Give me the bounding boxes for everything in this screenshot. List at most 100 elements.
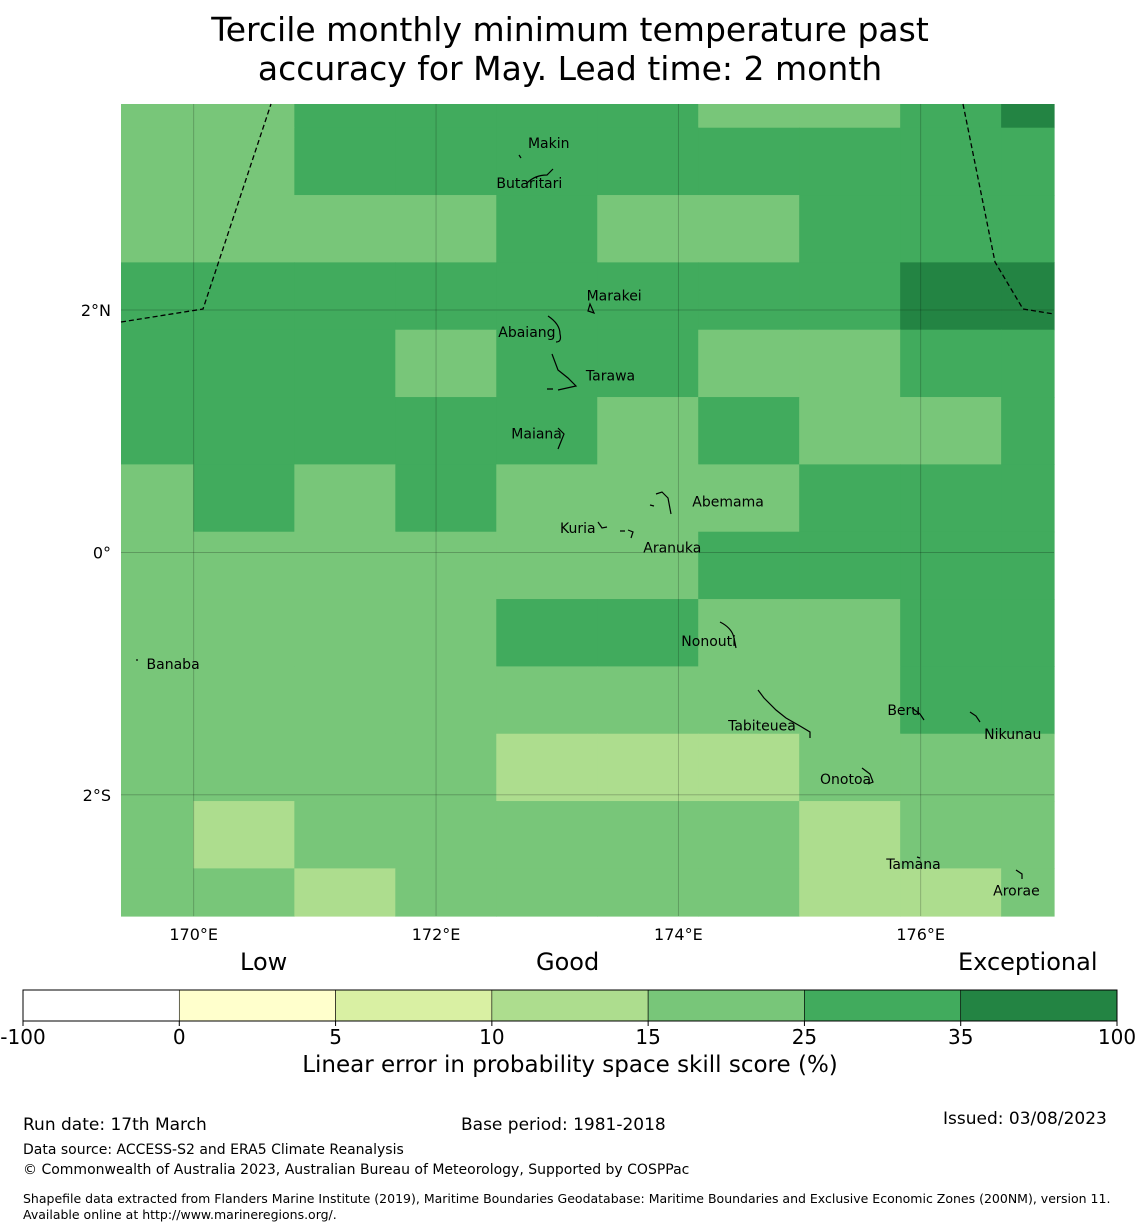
grid-cell (900, 262, 1002, 331)
grid-cell (900, 531, 1002, 600)
colorbar-tick-label: 10 (479, 1025, 504, 1049)
grid-cell (799, 531, 901, 600)
grid-cell (395, 127, 497, 196)
shapefile-credit: Shapefile data extracted from Flanders M… (23, 1191, 1111, 1222)
grid-cell (900, 801, 1002, 869)
island-labels: Makin Butaritari Marakei Abaiang Tarawa Maian… (147, 136, 1042, 900)
chart-title: Tercile monthly minimum temperature past… (0, 10, 1140, 88)
grid-cell (1001, 868, 1055, 917)
island-label-banaba: Banaba (147, 657, 200, 673)
grid-cell (294, 666, 396, 735)
grid-cell (395, 733, 497, 802)
island-label-abaiang: Abaiang (498, 325, 555, 341)
colorbar-swatch (178, 989, 336, 1022)
colorbar-swatch (22, 989, 180, 1022)
grid-cell (294, 127, 396, 196)
grid-cell (193, 599, 295, 667)
grid-cell (496, 104, 598, 129)
colorbar-tick-label: 0 (173, 1025, 186, 1049)
island-label-aranuka: Aranuka (643, 541, 701, 557)
island-shape-aranuka (620, 529, 634, 539)
grid-cell (597, 397, 699, 465)
colorbar-tick-label: 100 (1098, 1025, 1136, 1049)
grid-cell (799, 262, 901, 331)
grid-cell (395, 666, 497, 735)
grid-cell (698, 666, 800, 735)
grid-cell (597, 127, 699, 196)
grid-cell (496, 868, 598, 917)
grid-cell (294, 262, 396, 331)
grid-cell (1001, 104, 1055, 129)
colorbar-swatch (491, 989, 649, 1022)
grid-cell (395, 464, 497, 533)
island-label-onotoa: Onotoa (820, 772, 871, 788)
grid-cell (698, 531, 800, 600)
grid-cell (193, 104, 295, 129)
grid-cell (900, 733, 1002, 802)
grid-cell (193, 733, 295, 802)
grid-cell (1001, 127, 1055, 196)
eez-boundaries (120, 103, 1055, 323)
grid-cell (294, 329, 396, 398)
grid-cell (395, 599, 497, 667)
island-shape-tamana (916, 856, 921, 859)
grid-cell (395, 195, 497, 263)
grid-cell (698, 599, 800, 667)
island-label-tabiteuea: Tabiteuea (727, 719, 796, 735)
grid-cell (496, 127, 598, 196)
grid-cell (1001, 666, 1055, 735)
grid-cell (597, 666, 699, 735)
grid-cell (193, 397, 295, 465)
colorbar-swatch (335, 989, 493, 1022)
grid-cell (496, 195, 598, 263)
category-low: Low (240, 948, 288, 976)
grid-cell (900, 464, 1002, 533)
grid-cell (698, 397, 800, 465)
grid-cell (799, 329, 901, 398)
grid-cell (121, 195, 194, 263)
island-label-tarawa: Tarawa (585, 368, 635, 384)
grid-cell (799, 599, 901, 667)
grid-cell (496, 599, 598, 667)
grid-cell (121, 733, 194, 802)
island-label-butaritari: Butaritari (496, 176, 562, 192)
grid-cell (698, 868, 800, 917)
island-label-tamana: Tamana (885, 857, 940, 873)
grid-cell (799, 127, 901, 196)
grid-cell (597, 195, 699, 263)
grid-cell (294, 397, 396, 465)
grid-cell (1001, 397, 1055, 465)
lat-tick-label: 2°S (83, 786, 111, 805)
grid-cell (395, 397, 497, 465)
grid-cell (799, 397, 901, 465)
grid-cell (121, 329, 194, 398)
grid-cell (900, 195, 1002, 263)
category-good: Good (536, 948, 600, 976)
grid-cell (193, 195, 295, 263)
grid-cell (294, 531, 396, 600)
grid-cell (900, 599, 1002, 667)
grid-cell (799, 666, 901, 735)
grid-cell (121, 104, 194, 129)
eez-boundary-west (120, 103, 272, 323)
island-shape-tabiteuea (757, 689, 811, 738)
grid-cell (698, 464, 800, 533)
grid-cell (496, 801, 598, 869)
grid-cell (597, 104, 699, 129)
grid-cell (193, 868, 295, 917)
grid-cell (1001, 531, 1055, 600)
lat-tick-label: 2°N (81, 301, 111, 320)
colorbar-swatch (804, 989, 962, 1022)
island-shape-marakei (587, 302, 596, 314)
grid-cell (294, 464, 396, 533)
grid-cell (597, 733, 699, 802)
grid-cell (121, 599, 194, 667)
grid-cell (1001, 733, 1055, 802)
grid-cell (698, 104, 800, 129)
colorbar-tick-label: -100 (0, 1025, 45, 1049)
grid-cell (193, 127, 295, 196)
island-label-nonouti: Nonouti (681, 634, 736, 650)
grid-cell (698, 262, 800, 331)
grid-cell (799, 868, 901, 917)
